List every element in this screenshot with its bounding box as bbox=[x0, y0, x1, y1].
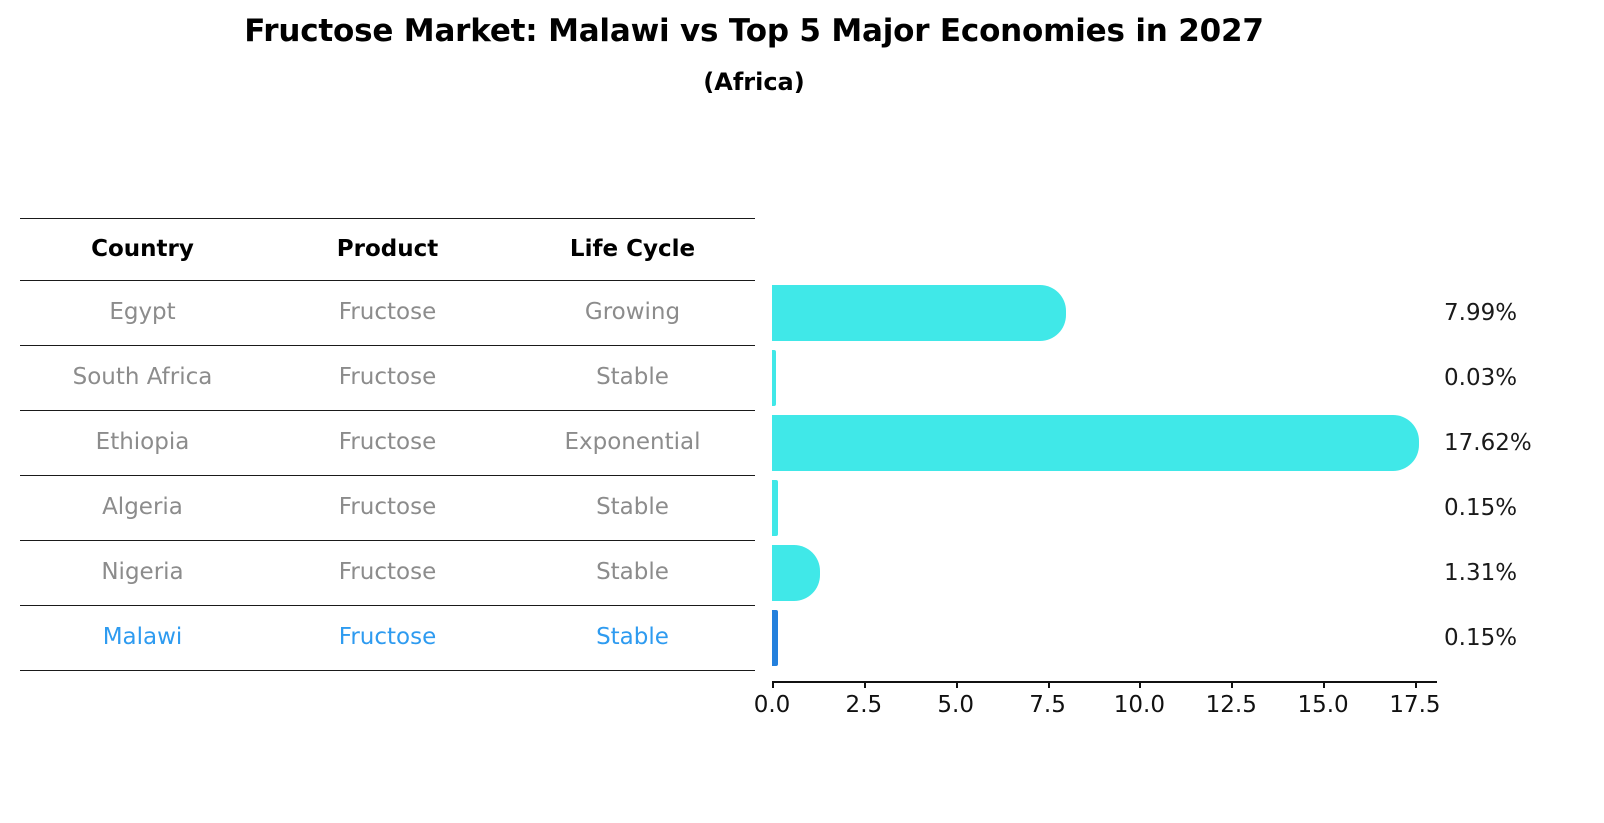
bar-south-africa[interactable] bbox=[772, 349, 776, 406]
x-axis-tick bbox=[772, 681, 774, 688]
table-rule bbox=[20, 345, 755, 346]
cell-life-cycle: Stable bbox=[596, 364, 669, 390]
bar-nigeria[interactable] bbox=[772, 544, 821, 601]
x-axis-tick bbox=[1139, 681, 1142, 688]
value-label: 17.62% bbox=[1444, 429, 1532, 456]
bar-algeria[interactable] bbox=[772, 479, 778, 536]
bar-slot bbox=[772, 414, 1437, 471]
cell-product: Fructose bbox=[338, 429, 437, 455]
cell-country: Algeria bbox=[102, 494, 183, 520]
bar-slot bbox=[772, 479, 1437, 536]
cell-country: Malawi bbox=[102, 624, 183, 650]
x-axis-tick-label: 10.0 bbox=[1113, 692, 1165, 718]
cell-product: Fructose bbox=[338, 299, 437, 325]
cell-country: Nigeria bbox=[101, 559, 184, 585]
cell-country: South Africa bbox=[72, 364, 213, 390]
bar-slot bbox=[772, 284, 1437, 341]
table-rule bbox=[20, 280, 755, 281]
x-axis-tick-label: 15.0 bbox=[1297, 692, 1349, 718]
table-rule bbox=[20, 605, 755, 606]
cell-country: Egypt bbox=[109, 299, 176, 325]
x-axis-tick-label: 17.5 bbox=[1389, 692, 1441, 718]
x-axis-tick bbox=[1414, 681, 1417, 688]
table-row[interactable]: Ethiopia Fructose Exponential bbox=[20, 410, 755, 475]
bar-ethiopia[interactable] bbox=[772, 414, 1420, 471]
x-axis-tick bbox=[955, 681, 958, 688]
x-axis-tick-label: 7.5 bbox=[1029, 692, 1066, 718]
x-axis-line bbox=[772, 681, 1437, 683]
cell-life-cycle: Growing bbox=[584, 299, 681, 325]
x-axis-tick-label: 5.0 bbox=[937, 692, 974, 718]
column-header-product: Product bbox=[336, 235, 439, 262]
table-row[interactable]: Algeria Fructose Stable bbox=[20, 475, 755, 540]
value-label: 0.15% bbox=[1444, 624, 1518, 651]
table-rule bbox=[20, 410, 755, 411]
cell-life-cycle: Stable bbox=[596, 559, 669, 585]
column-header-life-cycle: Life Cycle bbox=[569, 235, 696, 262]
cell-product: Fructose bbox=[338, 364, 437, 390]
cell-product: Fructose bbox=[338, 494, 437, 520]
page-title: Fructose Market: Malawi vs Top 5 Major E… bbox=[244, 13, 1264, 49]
bar-malawi[interactable] bbox=[772, 609, 778, 666]
table-rule bbox=[20, 475, 755, 476]
x-axis-tick bbox=[1231, 681, 1234, 688]
table-rule bbox=[20, 540, 755, 541]
cell-product: Fructose bbox=[338, 559, 437, 585]
x-axis-tick bbox=[1323, 681, 1326, 688]
table-rule bbox=[20, 218, 755, 219]
value-label: 7.99% bbox=[1444, 299, 1518, 326]
table-rule bbox=[20, 670, 755, 671]
bar-slot bbox=[772, 544, 1437, 601]
value-label: 1.31% bbox=[1444, 559, 1518, 586]
x-axis-tick-label: 0.0 bbox=[753, 692, 791, 718]
title-block: Fructose Market: Malawi vs Top 5 Major E… bbox=[0, 12, 1604, 97]
chart-subtitle: (Africa) bbox=[703, 67, 805, 96]
bar-egypt[interactable] bbox=[772, 284, 1066, 341]
bar-slot bbox=[772, 609, 1437, 666]
column-header-country: Country bbox=[91, 235, 194, 262]
x-axis-tick-label: 12.5 bbox=[1205, 692, 1257, 718]
value-label: 0.15% bbox=[1444, 494, 1518, 521]
table-row[interactable]: South Africa Fructose Stable bbox=[20, 345, 755, 410]
x-axis-tick-label: 2.5 bbox=[845, 692, 883, 718]
bar-plot-area bbox=[772, 218, 1437, 680]
x-axis-tick bbox=[1047, 681, 1050, 688]
table-row[interactable]: Nigeria Fructose Stable bbox=[20, 540, 755, 605]
cell-country: Ethiopia bbox=[95, 429, 190, 455]
table-header-row: Country Product Life Cycle bbox=[20, 218, 755, 280]
table-row[interactable]: Malawi Fructose Stable bbox=[20, 605, 755, 670]
table-row[interactable]: Egypt Fructose Growing bbox=[20, 280, 755, 345]
cell-life-cycle: Stable bbox=[596, 624, 669, 650]
value-label: 0.03% bbox=[1444, 364, 1518, 391]
x-axis-tick bbox=[863, 681, 866, 688]
cell-product: Fructose bbox=[338, 624, 437, 650]
bar-slot bbox=[772, 349, 1437, 406]
country-table: Country Product Life Cycle Egypt Fructose Gro… bbox=[20, 218, 755, 680]
cell-life-cycle: Exponential bbox=[564, 429, 701, 455]
cell-life-cycle: Stable bbox=[596, 494, 669, 520]
